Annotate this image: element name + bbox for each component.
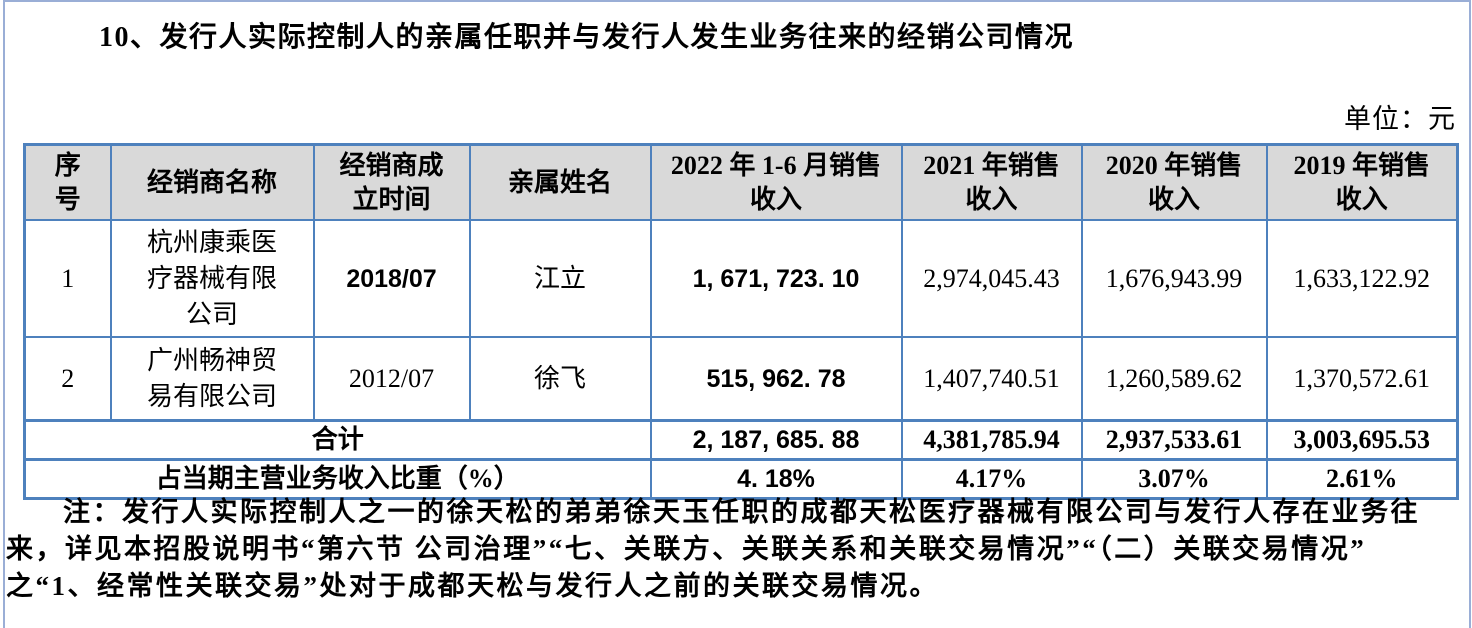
cell-2021-revenue: 2,974,045.43 — [900, 219, 1083, 338]
footnote-line: 注：发行人实际控制人之一的徐天松的弟弟徐天玉任职的成都天松医疗器械有限公司与发行… — [63, 497, 1420, 527]
unit-label: 单位：元 — [1344, 104, 1456, 134]
footnote-line: 来，详见本招股说明书“第六节 公司治理”“七、关联方、关联关系和关联交易情况”“… — [6, 534, 1367, 564]
cell-2020-revenue: 1,676,943.99 — [1080, 219, 1268, 338]
cell-serial: 2 — [23, 336, 112, 422]
ratio-label: 占当期主营业务收入比重（%） — [23, 458, 652, 500]
footnote: 注：发行人实际控制人之一的徐天松的弟弟徐天玉任职的成都天松医疗器械有限公司与发行… — [6, 494, 1466, 605]
ratio-2021: 4.17% — [900, 458, 1083, 500]
distributor-table: 序号 经销商名称 经销商成立时间 亲属姓名 2022 年 1-6 月销售收入 2… — [23, 143, 1459, 500]
cell-established: 2012/07 — [312, 336, 471, 422]
cell-serial: 1 — [23, 219, 112, 338]
cell-2022h1-revenue: 1, 671, 723. 10 — [649, 219, 903, 338]
table-header-row: 序号 经销商名称 经销商成立时间 亲属姓名 2022 年 1-6 月销售收入 2… — [23, 143, 1459, 221]
header-serial: 序号 — [23, 143, 112, 221]
header-2022h1-revenue: 2022 年 1-6 月销售收入 — [649, 143, 903, 221]
total-label: 合计 — [23, 419, 652, 461]
cell-2019-revenue: 1,370,572.61 — [1265, 336, 1459, 422]
section-title: 10、发行人实际控制人的亲属任职并与发行人发生业务往来的经销公司情况 — [99, 22, 1075, 53]
ratio-2019: 2.61% — [1265, 458, 1459, 500]
header-2019-revenue: 2019 年销售收入 — [1265, 143, 1459, 221]
cell-2022h1-revenue: 515, 962. 78 — [649, 336, 903, 422]
ratio-2020: 3.07% — [1080, 458, 1268, 500]
cell-distributor-name: 杭州康乘医疗器械有限公司 — [109, 219, 315, 338]
table-row: 1 杭州康乘医疗器械有限公司 2018/07 江立 1, 671, 723. 1… — [23, 219, 1459, 338]
total-2020-revenue: 2,937,533.61 — [1080, 419, 1268, 461]
header-distributor-name: 经销商名称 — [109, 143, 315, 221]
total-row: 合计 2, 187, 685. 88 4,381,785.94 2,937,53… — [23, 419, 1459, 461]
cell-relative-name: 徐飞 — [468, 336, 652, 422]
cell-2021-revenue: 1,407,740.51 — [900, 336, 1083, 422]
footnote-line: 之“1、经常性关联交易”处对于成都天松与发行人之前的关联交易情况。 — [6, 571, 939, 601]
cell-2019-revenue: 1,633,122.92 — [1265, 219, 1459, 338]
ratio-2022h1: 4. 18% — [649, 458, 903, 500]
cell-relative-name: 江立 — [468, 219, 652, 338]
header-established: 经销商成立时间 — [312, 143, 471, 221]
cell-established: 2018/07 — [312, 219, 471, 338]
total-2022h1-revenue: 2, 187, 685. 88 — [649, 419, 903, 461]
total-2021-revenue: 4,381,785.94 — [900, 419, 1083, 461]
table-row: 2 广州畅神贸易有限公司 2012/07 徐飞 515, 962. 78 1,4… — [23, 336, 1459, 422]
ratio-row: 占当期主营业务收入比重（%） 4. 18% 4.17% 3.07% 2.61% — [23, 458, 1459, 500]
header-2021-revenue: 2021 年销售收入 — [900, 143, 1083, 221]
total-2019-revenue: 3,003,695.53 — [1265, 419, 1459, 461]
cell-distributor-name: 广州畅神贸易有限公司 — [109, 336, 315, 422]
cell-2020-revenue: 1,260,589.62 — [1080, 336, 1268, 422]
header-relative-name: 亲属姓名 — [468, 143, 652, 221]
header-2020-revenue: 2020 年销售收入 — [1080, 143, 1268, 221]
